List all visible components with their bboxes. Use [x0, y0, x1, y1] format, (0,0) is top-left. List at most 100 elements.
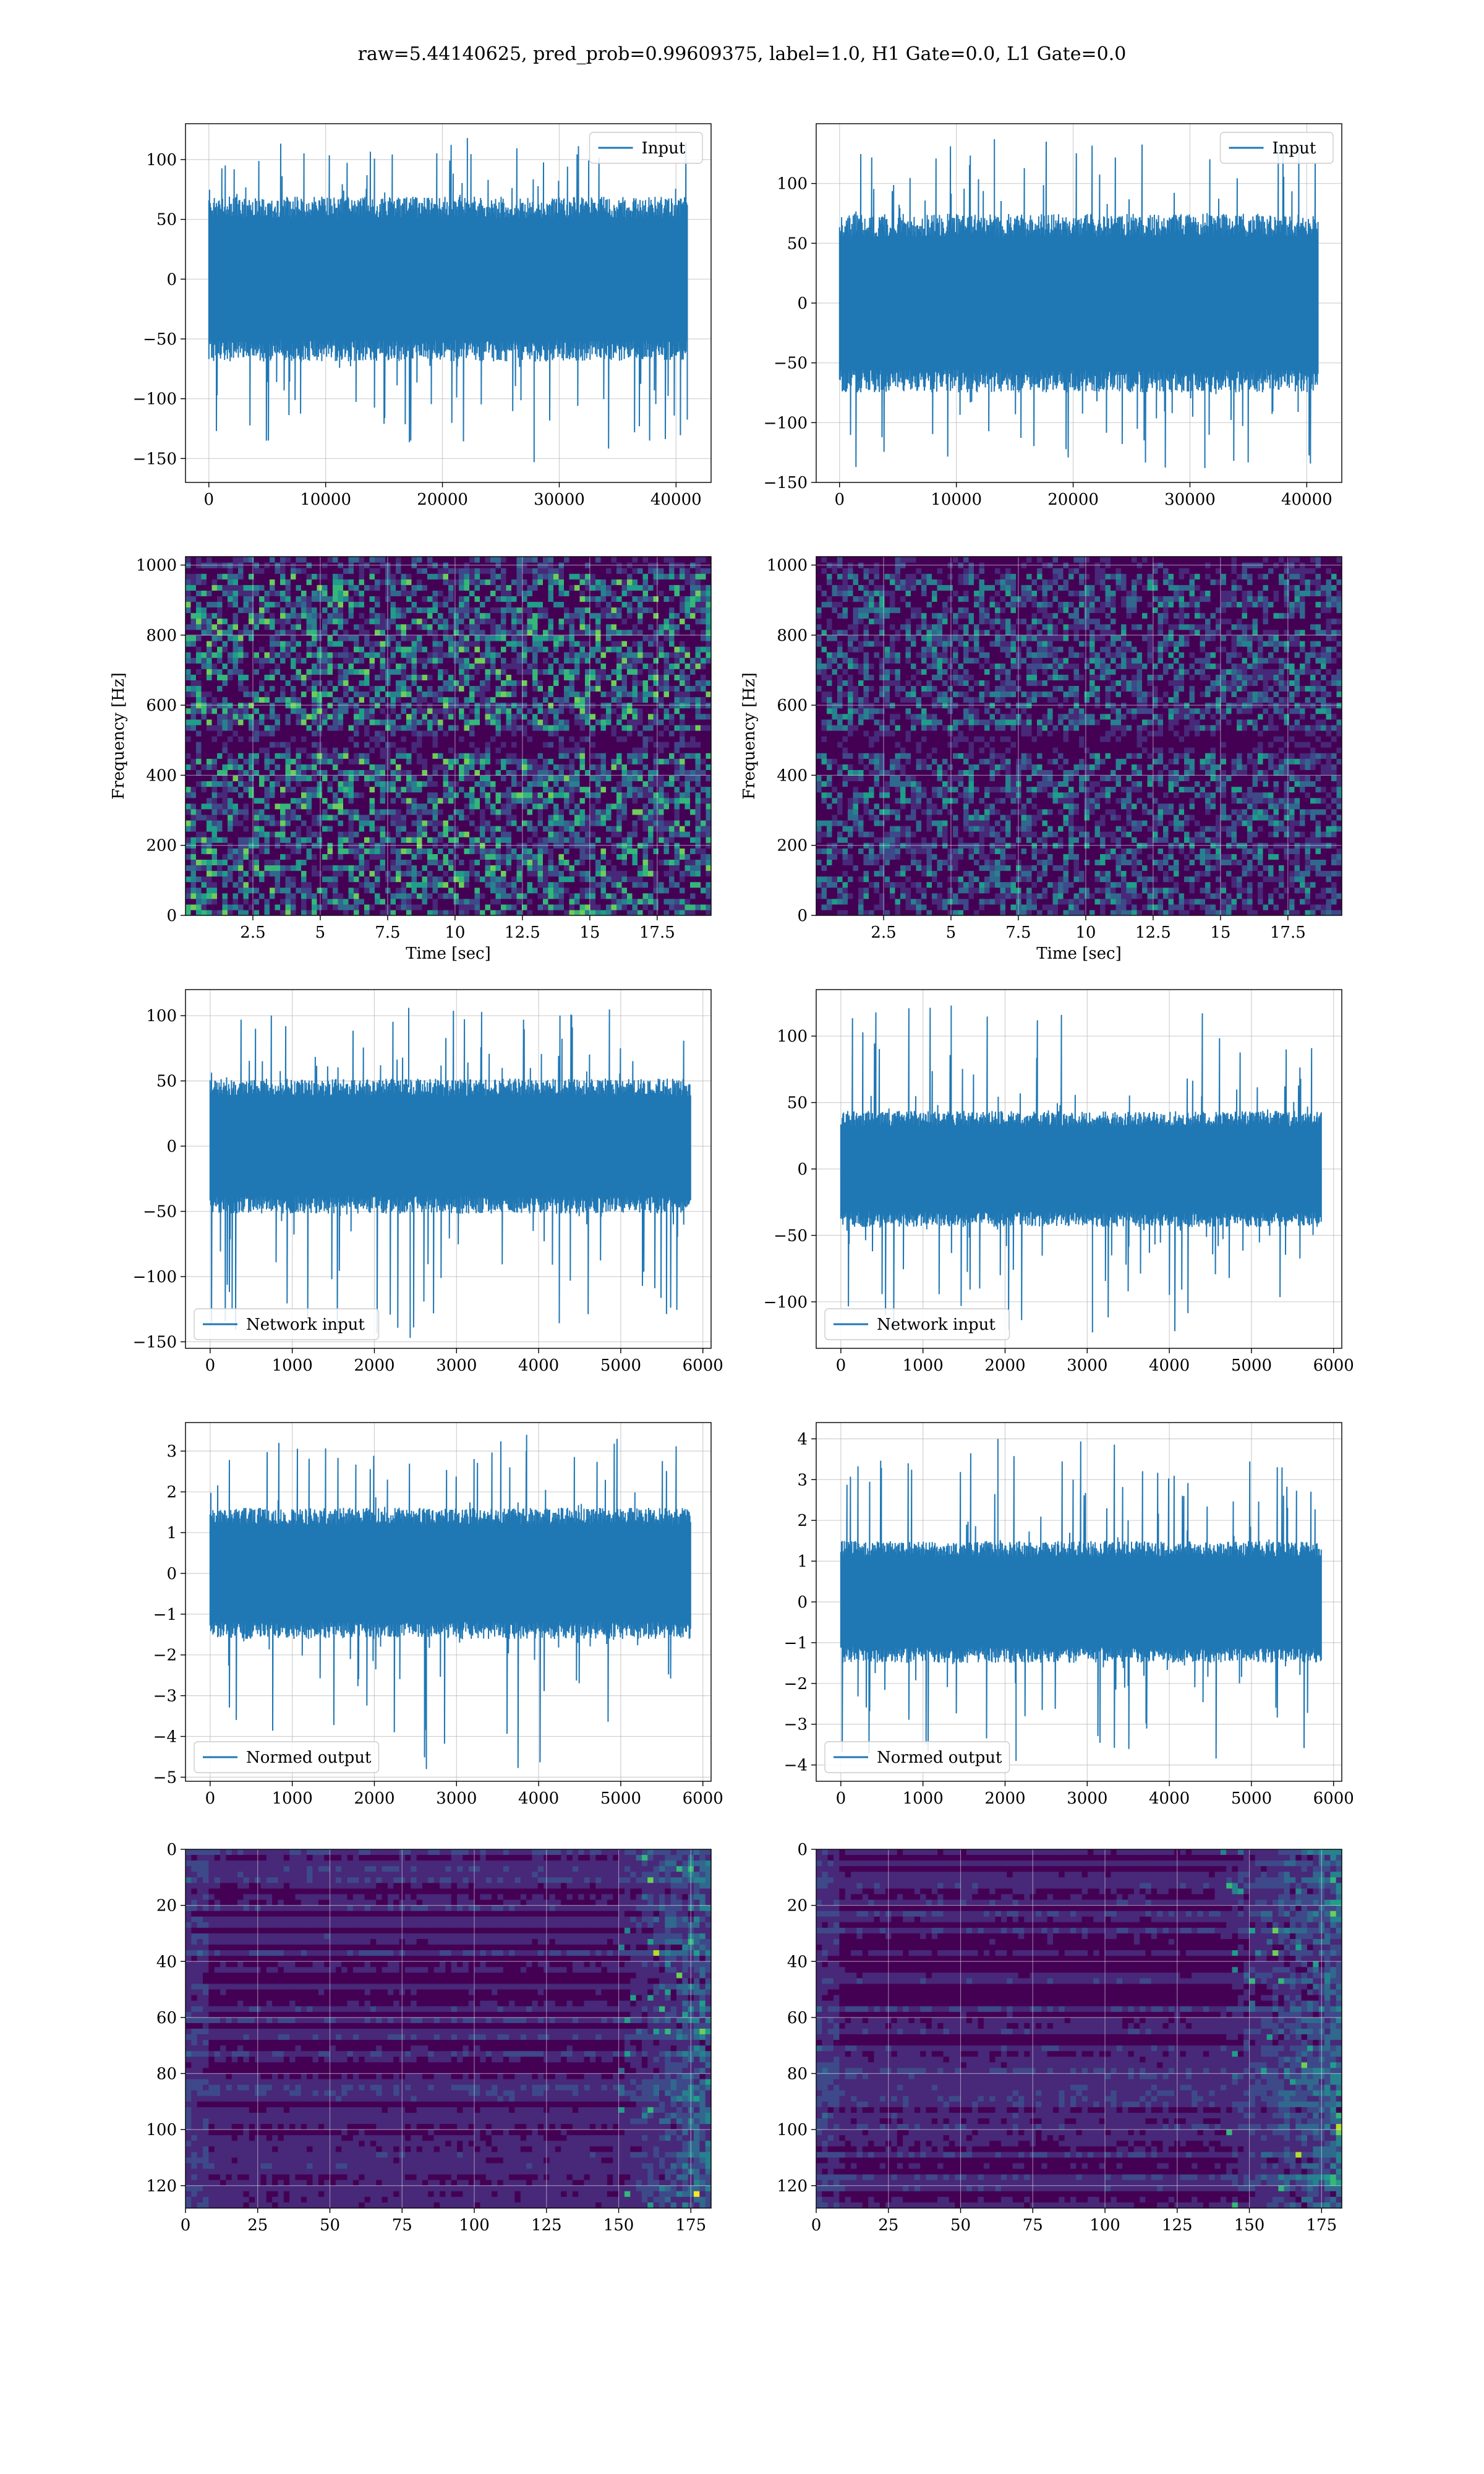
- heat-cell: [375, 618, 381, 625]
- heat-cell: [190, 568, 197, 574]
- heat-cell: [438, 669, 444, 675]
- heat-cell: [249, 680, 255, 687]
- heat-cell: [522, 854, 528, 860]
- heat-cell: [469, 590, 475, 597]
- heat-cell: [548, 803, 554, 810]
- heat-cell: [495, 713, 501, 720]
- heat-cell: [469, 618, 475, 625]
- heat-cell: [285, 573, 291, 580]
- heat-cell: [348, 747, 354, 753]
- heat-cell: [490, 837, 497, 843]
- heat-cell: [338, 808, 344, 815]
- heat-cell: [354, 713, 360, 720]
- panel-spectrogram-h1: 2.5 5 7.5 10 12.5 15 17.502004006008001000Time…: [109, 556, 712, 963]
- heat-cell: [548, 842, 554, 849]
- heat-cell: [285, 669, 291, 675]
- heat-cell: [453, 652, 459, 658]
- heat-cell: [338, 820, 344, 826]
- heat-cell: [285, 842, 291, 849]
- heat-cell: [490, 719, 497, 726]
- heat-cell: [579, 887, 586, 894]
- heat-cell: [375, 781, 381, 787]
- heat-cell: [474, 848, 480, 854]
- heat-cell: [485, 898, 491, 905]
- heat-cell: [443, 814, 449, 821]
- heat-cell: [317, 865, 323, 871]
- heat-cell: [411, 792, 417, 798]
- heat-cell: [411, 808, 417, 815]
- heat-cell: [574, 808, 581, 815]
- heat-cell: [343, 887, 349, 894]
- heat-cell: [211, 764, 218, 770]
- heat-cell: [495, 797, 501, 804]
- heat-cell: [548, 887, 554, 894]
- heat-cell: [401, 663, 407, 669]
- heat-cell: [343, 646, 349, 653]
- heat-cell: [196, 579, 202, 585]
- heat-cell: [480, 842, 486, 849]
- heat-cell: [348, 708, 354, 714]
- heat-cell: [396, 618, 402, 625]
- heat-cell: [322, 652, 328, 658]
- heat-cell: [543, 764, 549, 770]
- heat-cell: [186, 764, 192, 770]
- heat-cell: [327, 842, 333, 849]
- heat-cell: [207, 775, 213, 782]
- heat-cell: [406, 623, 412, 630]
- heat-cell: [448, 781, 454, 787]
- heat-cell: [464, 904, 470, 910]
- heat-cell: [390, 758, 396, 764]
- heat-cell: [506, 808, 512, 815]
- heat-cell: [548, 618, 554, 625]
- heat-cell: [190, 557, 197, 563]
- heat-cell: [327, 562, 333, 568]
- heat-cell: [574, 601, 581, 608]
- heat-cell: [285, 781, 291, 787]
- heat-cell: [291, 607, 297, 614]
- heat-cell: [501, 646, 507, 653]
- heat-cell: [270, 724, 276, 731]
- heat-cell: [369, 781, 375, 787]
- heat-cell: [222, 786, 228, 793]
- heat-cell: [448, 730, 454, 737]
- heat-cell: [270, 786, 276, 793]
- heat-cell: [480, 579, 486, 585]
- heat-cell: [469, 820, 475, 826]
- heat-cell: [359, 674, 365, 680]
- heat-cell: [343, 831, 349, 837]
- heat-cell: [501, 820, 507, 826]
- heat-cell: [474, 691, 480, 698]
- heat-cell: [259, 596, 265, 602]
- heat-cell: [254, 607, 260, 614]
- heat-cell: [411, 568, 417, 574]
- heat-cell: [312, 781, 318, 787]
- heat-cell: [527, 775, 533, 782]
- heat-cell: [459, 702, 465, 709]
- heat-cell: [579, 680, 586, 687]
- heat-cell: [422, 848, 428, 854]
- heat-cell: [495, 881, 501, 888]
- heat-cell: [232, 607, 239, 614]
- heat-cell: [207, 685, 213, 692]
- heat-cell: [516, 820, 522, 826]
- heat-cell: [306, 859, 312, 866]
- heat-cell: [427, 820, 433, 826]
- heat-cell: [469, 596, 475, 602]
- heat-cell: [327, 618, 333, 625]
- heat-cell: [443, 652, 449, 658]
- heat-cell: [243, 797, 249, 804]
- heat-cell: [527, 635, 533, 641]
- heat-cell: [327, 803, 333, 810]
- heat-cell: [453, 865, 459, 871]
- heat-cell: [537, 680, 544, 687]
- heat-cell: [190, 769, 197, 776]
- heat-cell: [280, 792, 286, 798]
- heat-cell: [411, 837, 417, 843]
- heat-cell: [211, 663, 218, 669]
- heat-cell: [322, 663, 328, 669]
- heat-cell: [369, 607, 375, 614]
- heat-cell: [459, 562, 465, 568]
- heat-cell: [438, 909, 444, 915]
- heat-cell: [190, 786, 197, 793]
- heat-cell: [186, 590, 192, 597]
